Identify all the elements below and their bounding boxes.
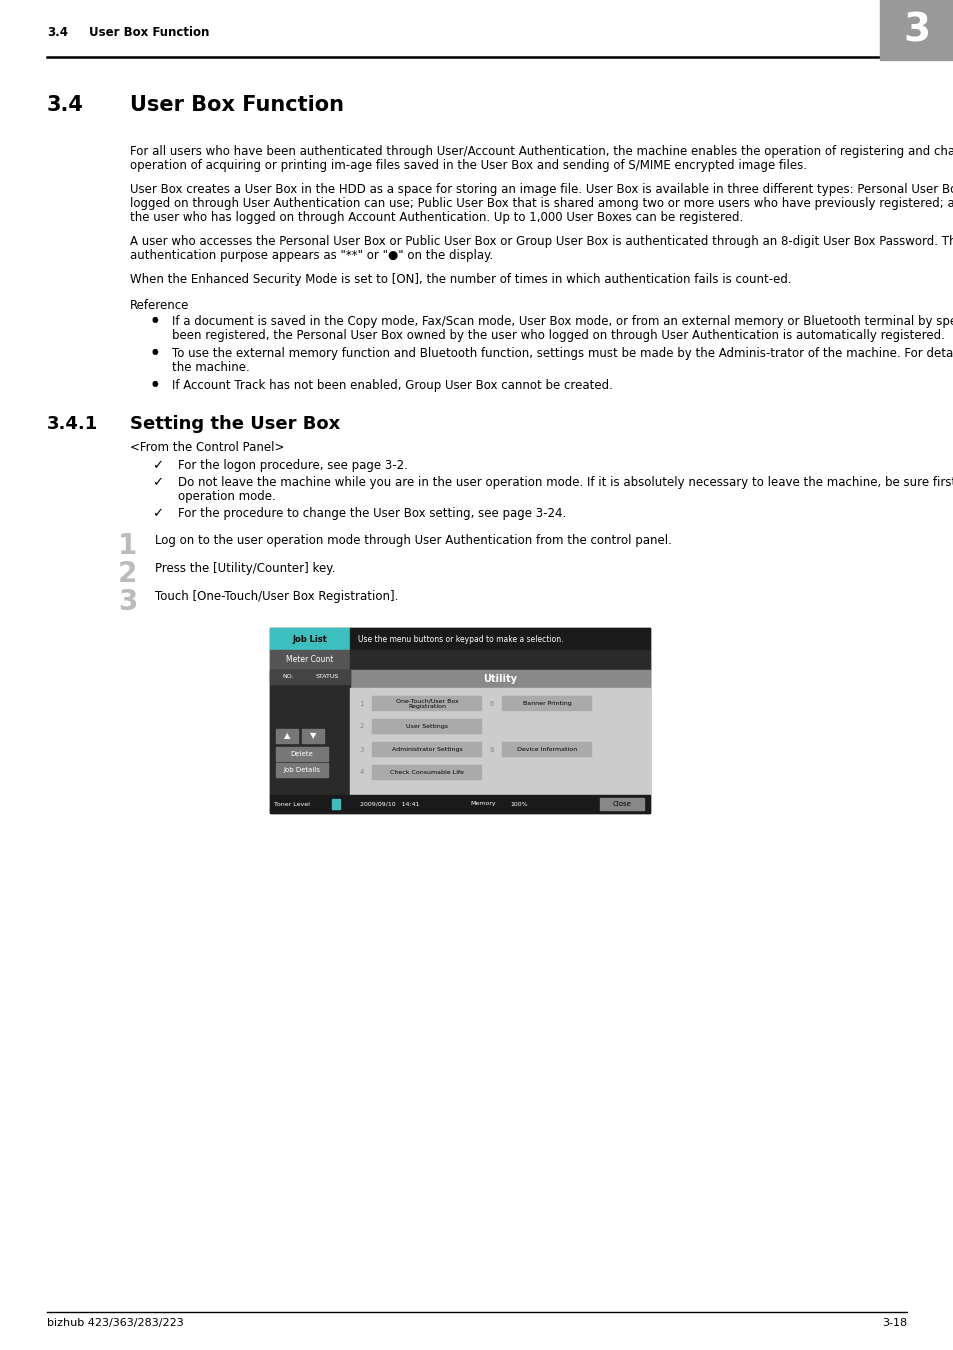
Text: When the Enhanced Security Mode is set to [ON], the number of times in which aut: When the Enhanced Security Mode is set t… [130, 273, 791, 286]
Text: User Settings: User Settings [406, 724, 448, 729]
Bar [275, 747, 328, 761]
Text: Toner Level: Toner Level [274, 802, 310, 806]
Text: 100%: 100% [510, 802, 527, 806]
Text: User Box Function: User Box Function [130, 95, 344, 115]
Bar [275, 763, 328, 778]
Text: 3.4: 3.4 [47, 95, 84, 115]
Bar [332, 799, 339, 809]
Text: ▼: ▼ [310, 732, 315, 741]
Text: Administrator Settings: Administrator Settings [392, 747, 462, 752]
Bar [270, 628, 649, 813]
Text: User Box creates a User Box in the HDD as a space for storing an image file. Use: User Box creates a User Box in the HDD a… [130, 184, 953, 196]
Bar [270, 628, 350, 649]
Text: ●: ● [152, 379, 158, 387]
Text: Do not leave the machine while you are in the user operation mode. If it is abso: Do not leave the machine while you are i… [178, 477, 953, 489]
Bar [270, 670, 350, 795]
Bar [350, 649, 649, 670]
Text: Log on to the user operation mode through User Authentication from the control p: Log on to the user operation mode throug… [154, 535, 671, 547]
Text: bizhub 423/363/283/223: bizhub 423/363/283/223 [47, 1318, 184, 1328]
Text: ▲: ▲ [283, 732, 290, 741]
Bar [270, 670, 350, 684]
Text: ●: ● [152, 347, 158, 356]
Text: User Box Function: User Box Function [89, 26, 209, 39]
Text: been registered, the Personal User Box owned by the user who logged on through U: been registered, the Personal User Box o… [172, 329, 943, 342]
Bar [270, 649, 350, 670]
Text: Close: Close [612, 801, 631, 807]
Text: the machine.: the machine. [172, 360, 250, 374]
Bar [879, 0, 953, 59]
Bar [270, 795, 649, 813]
Text: ✓: ✓ [152, 508, 163, 520]
Text: To use the external memory function and Bluetooth function, settings must be mad: To use the external memory function and … [172, 347, 953, 360]
Text: <From the Control Panel>: <From the Control Panel> [130, 441, 284, 454]
Text: Meter Count: Meter Count [286, 656, 334, 664]
Bar [501, 697, 592, 711]
Text: Press the [Utility/Counter] key.: Press the [Utility/Counter] key. [154, 562, 335, 575]
Text: ●: ● [152, 315, 158, 324]
Text: Memory: Memory [470, 802, 496, 806]
Text: NO.: NO. [282, 675, 294, 679]
Bar [302, 729, 324, 742]
Text: logged on through User Authentication can use; Public User Box that is shared am: logged on through User Authentication ca… [130, 197, 953, 211]
Text: For the logon procedure, see page 3-2.: For the logon procedure, see page 3-2. [178, 459, 408, 472]
Text: Utility: Utility [482, 674, 517, 684]
Text: 6: 6 [489, 701, 494, 706]
Text: 4: 4 [359, 769, 364, 775]
Text: For all users who have been authenticated through User/Account Authentication, t: For all users who have been authenticate… [130, 144, 953, 158]
Text: 3.4.1: 3.4.1 [47, 414, 98, 433]
Text: Job Details: Job Details [283, 767, 320, 774]
Text: 1: 1 [359, 701, 364, 706]
Text: authentication purpose appears as "**" or "●" on the display.: authentication purpose appears as "**" o… [130, 248, 493, 262]
Text: the user who has logged on through Account Authentication. Up to 1,000 User Boxe: the user who has logged on through Accou… [130, 211, 742, 224]
Bar [275, 729, 297, 742]
Text: operation mode.: operation mode. [178, 490, 275, 504]
Text: 3: 3 [902, 11, 929, 49]
Text: One-Touch/User Box
Registration: One-Touch/User Box Registration [395, 698, 457, 709]
Text: Reference: Reference [130, 298, 190, 312]
Text: 1: 1 [118, 532, 137, 560]
Text: 2009/09/10   14:41: 2009/09/10 14:41 [359, 802, 419, 806]
Bar [372, 720, 481, 734]
Text: If a document is saved in the Copy mode, Fax/Scan mode, User Box mode, or from a: If a document is saved in the Copy mode,… [172, 315, 953, 328]
Text: ✓: ✓ [152, 459, 163, 472]
Text: operation of acquiring or printing im-age files saved in the User Box and sendin: operation of acquiring or printing im-ag… [130, 159, 806, 171]
Bar [350, 688, 649, 795]
Text: Setting the User Box: Setting the User Box [130, 414, 340, 433]
Text: ✓: ✓ [152, 477, 163, 489]
Text: For the procedure to change the User Box setting, see page 3-24.: For the procedure to change the User Box… [178, 508, 566, 520]
Bar [372, 743, 481, 757]
Text: 3: 3 [118, 589, 137, 616]
Text: A user who accesses the Personal User Box or Public User Box or Group User Box i: A user who accesses the Personal User Bo… [130, 235, 953, 248]
Text: 3-18: 3-18 [881, 1318, 906, 1328]
Text: 3.4: 3.4 [47, 26, 68, 39]
Text: Touch [One-Touch/User Box Registration].: Touch [One-Touch/User Box Registration]. [154, 590, 398, 603]
Text: Banner Printing: Banner Printing [522, 701, 571, 706]
Text: STATUS: STATUS [315, 675, 338, 679]
Bar [501, 743, 592, 757]
Bar [350, 670, 649, 688]
Bar [350, 628, 649, 649]
Text: 2: 2 [118, 560, 137, 589]
Text: Job List: Job List [293, 634, 327, 644]
Text: 8: 8 [489, 747, 494, 752]
Bar [599, 798, 643, 810]
Text: If Account Track has not been enabled, Group User Box cannot be created.: If Account Track has not been enabled, G… [172, 379, 612, 391]
Text: 2: 2 [359, 724, 364, 729]
Text: Use the menu buttons or keypad to make a selection.: Use the menu buttons or keypad to make a… [357, 634, 563, 644]
Text: Device Information: Device Information [517, 747, 577, 752]
Bar [372, 765, 481, 780]
Text: Check Consumable Life: Check Consumable Life [390, 769, 463, 775]
Bar [372, 697, 481, 711]
Text: 3: 3 [359, 747, 364, 752]
Text: Delete: Delete [291, 751, 313, 757]
